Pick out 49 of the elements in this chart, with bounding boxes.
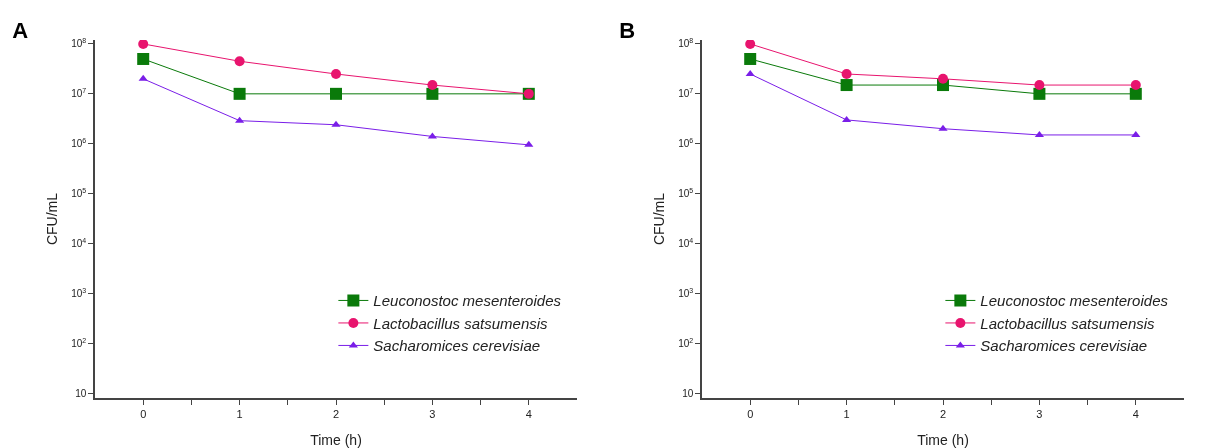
- point: [427, 80, 438, 91]
- x-tick-label: 4: [1132, 407, 1139, 420]
- y-tick-label: 10$^{6}$: [71, 137, 87, 150]
- legend-label: Lactobacillus satsumensis: [980, 314, 1156, 332]
- x-tick-label: 0: [747, 407, 754, 420]
- y-axis-title: CFU/mL: [43, 192, 60, 246]
- point: [138, 40, 149, 49]
- y-tick-label: 10$^{4}$: [678, 236, 694, 249]
- point: [331, 120, 341, 127]
- y-tick-label: 10$^{5}$: [71, 186, 87, 200]
- chart-title: A: [12, 17, 29, 43]
- y-tick-label: 10$^{5}$: [678, 186, 694, 200]
- x-tick-label: 3: [1036, 407, 1043, 420]
- legend-label: Leuconostoc mesenteroides: [980, 292, 1169, 310]
- x-tick-label: 1: [843, 407, 850, 420]
- y-tick-label: 10$^{4}$: [71, 236, 87, 249]
- y-tick-label: 10$^{8}$: [678, 37, 694, 50]
- legend-label: Sacharomices cerevisiae: [373, 337, 541, 355]
- y-axis-title: CFU/mL: [650, 192, 667, 246]
- x-tick-label: 2: [939, 407, 947, 420]
- y-tick-label: 10$^{2}$: [678, 336, 694, 349]
- point: [233, 87, 246, 100]
- y-tick-label: 10$^{3}$: [678, 286, 694, 299]
- chart-title: B: [619, 17, 636, 43]
- y-tick-label: 10$^{3}$: [71, 286, 87, 299]
- x-tick-label: 3: [429, 407, 436, 420]
- x-tick-label: 1: [236, 407, 243, 420]
- x-axis-title: Time (h): [310, 432, 362, 448]
- y-tick-label: 10$^{7}$: [71, 87, 87, 100]
- y-tick-label: 10$^{2}$: [71, 336, 87, 349]
- y-tick-label: 10$^{6}$: [678, 137, 694, 150]
- x-tick-label: 2: [332, 407, 340, 420]
- legend-label: Sacharomices cerevisiae: [980, 337, 1148, 355]
- y-tick-label: 10$^{7}$: [678, 87, 694, 100]
- x-tick-label: 4: [525, 407, 532, 420]
- point: [138, 74, 148, 81]
- point: [331, 68, 341, 79]
- x-axis-title: Time (h): [917, 432, 969, 448]
- y-tick-label: 10$^{8}$: [71, 37, 87, 50]
- legend-label: Lactobacillus satsumensis: [373, 314, 549, 332]
- y-tick-label: 10: [682, 387, 694, 399]
- point: [330, 87, 342, 100]
- x-tick-label: 0: [140, 407, 147, 420]
- point: [137, 52, 150, 65]
- y-tick-label: 10: [75, 387, 87, 399]
- point: [234, 56, 245, 67]
- legend-label: Leuconostoc mesenteroides: [373, 292, 562, 310]
- point: [524, 140, 534, 147]
- point: [426, 87, 439, 100]
